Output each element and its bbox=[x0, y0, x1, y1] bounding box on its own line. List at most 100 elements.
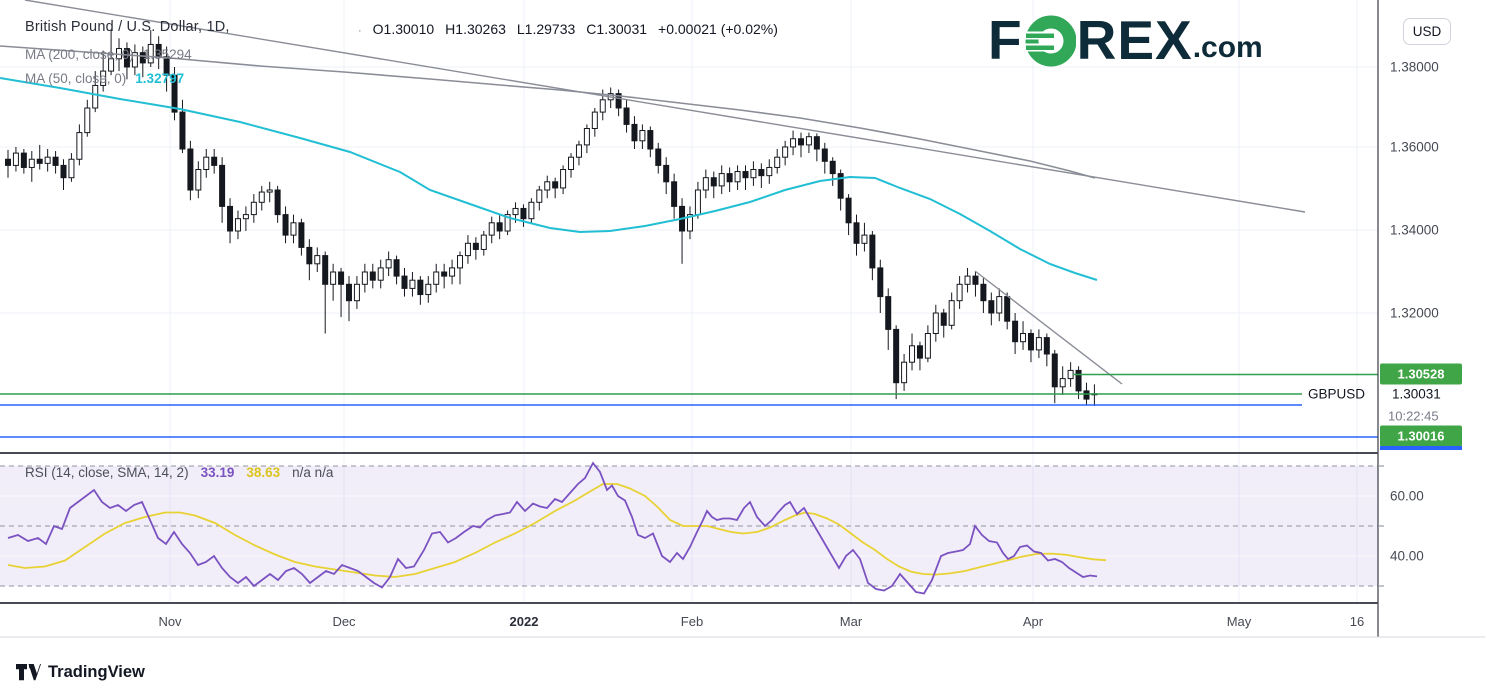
rsi-na-values: n/a n/a bbox=[292, 465, 334, 480]
candle-body bbox=[560, 169, 567, 189]
time-axis-label: Nov bbox=[158, 614, 182, 629]
price-axis-tick: 1.36000 bbox=[1390, 139, 1439, 155]
candle-body bbox=[702, 177, 709, 191]
tradingview-glyph-icon bbox=[16, 664, 41, 681]
rsi-value: 33.19 bbox=[200, 465, 235, 480]
candle-body bbox=[441, 271, 448, 277]
candle-body bbox=[496, 222, 503, 232]
candle-body bbox=[234, 218, 241, 232]
candle-body bbox=[211, 156, 218, 166]
trendline-short bbox=[974, 270, 1123, 385]
tradingview-logo[interactable]: TradingView bbox=[16, 663, 145, 682]
candle-body bbox=[758, 169, 765, 177]
ma50-label: MA (50, close, 0) bbox=[25, 71, 127, 86]
candle-body bbox=[972, 275, 979, 285]
candle-body bbox=[782, 146, 789, 158]
candle-body bbox=[433, 271, 440, 285]
candle-body bbox=[68, 158, 75, 179]
candle-body bbox=[940, 312, 947, 326]
candle-body bbox=[147, 43, 154, 64]
symbol-title[interactable]: British Pound / U.S. Dollar, 1D, bbox=[25, 19, 230, 35]
rsi-line bbox=[7, 461, 1098, 595]
candle-body bbox=[60, 164, 67, 179]
candle-body bbox=[1083, 390, 1090, 400]
candle-body bbox=[179, 111, 186, 150]
ma200-legend-row[interactable]: MA (200, close, 0) 1.35294 bbox=[25, 47, 192, 62]
candle-body bbox=[988, 300, 995, 314]
candle-body bbox=[187, 148, 194, 191]
candle-body bbox=[647, 130, 654, 150]
candle-body bbox=[932, 312, 939, 334]
candle-body bbox=[401, 275, 408, 289]
rsi-axis-tick-label: 60.00 bbox=[1390, 488, 1424, 504]
candle-body bbox=[171, 74, 178, 113]
candle-body bbox=[100, 70, 107, 86]
candle-body bbox=[528, 201, 535, 220]
candle-body bbox=[615, 93, 622, 109]
candle-body bbox=[956, 283, 963, 302]
candle-body bbox=[742, 171, 749, 179]
rsi-label: RSI (14, close, SMA, 14, 2) bbox=[25, 465, 189, 480]
candle-body bbox=[298, 222, 305, 248]
rsi-legend-row[interactable]: RSI (14, close, SMA, 14, 2) 33.19 38.63 … bbox=[25, 465, 333, 480]
price-axis-tick: 1.32000 bbox=[1390, 305, 1439, 321]
ma50-value: 1.32797 bbox=[135, 71, 185, 86]
candle-body bbox=[916, 345, 923, 359]
candle-body bbox=[583, 128, 590, 146]
price-axis-tick: 1.38000 bbox=[1390, 59, 1439, 75]
ma50-legend-row[interactable]: MA (50, close, 0) 1.32797 bbox=[25, 71, 184, 86]
candle-body bbox=[766, 166, 773, 177]
ma200-line bbox=[0, 45, 1096, 179]
time-axis-label: May bbox=[1226, 614, 1252, 629]
candle-body bbox=[409, 279, 416, 289]
candle-body bbox=[726, 173, 733, 183]
candle-body bbox=[734, 171, 741, 183]
candle-body bbox=[948, 300, 955, 326]
tradingview-wordmark: TradingView bbox=[48, 663, 145, 681]
candle-body bbox=[417, 279, 424, 296]
candle-body bbox=[131, 52, 138, 68]
candle-body bbox=[671, 181, 678, 207]
candle-body bbox=[623, 107, 630, 125]
rsi-axis-tick-label: 40.00 bbox=[1390, 548, 1424, 564]
candle-body bbox=[195, 169, 202, 191]
candle-body bbox=[568, 156, 575, 170]
candle-body bbox=[227, 205, 234, 232]
candle-body bbox=[480, 234, 487, 250]
candle-body bbox=[28, 158, 35, 168]
candle-body bbox=[1067, 369, 1074, 380]
candle-body bbox=[242, 214, 249, 220]
candle-body bbox=[544, 181, 551, 191]
candle-body bbox=[599, 99, 606, 113]
rsi-sma-line bbox=[7, 483, 1107, 578]
currency-toggle-badge[interactable]: USD bbox=[1403, 18, 1451, 45]
candle-body bbox=[163, 56, 170, 76]
candle-body bbox=[92, 84, 99, 109]
candle-body bbox=[219, 164, 226, 207]
candle-body bbox=[829, 160, 836, 175]
candle-body bbox=[250, 201, 257, 216]
ohlc-change: +0.00021 (+0.02%) bbox=[658, 21, 778, 37]
candle-body bbox=[282, 214, 289, 236]
candle-body bbox=[457, 255, 464, 269]
candle-body bbox=[1035, 337, 1042, 351]
candle-body bbox=[980, 283, 987, 302]
candle-body bbox=[139, 52, 146, 64]
candle-body bbox=[266, 189, 273, 193]
candle-body bbox=[1051, 353, 1058, 388]
candle-body bbox=[20, 152, 27, 168]
candle-body bbox=[790, 138, 797, 148]
candle-body bbox=[821, 148, 828, 162]
candle-body bbox=[575, 144, 582, 158]
candle-body bbox=[798, 138, 804, 146]
price-level-badge-lower: 1.30016 bbox=[1380, 425, 1462, 447]
rsi-sma-value: 38.63 bbox=[246, 465, 281, 480]
candle-body bbox=[369, 271, 376, 281]
candle-body bbox=[488, 222, 495, 236]
ohlc-close: C1.30031 bbox=[586, 21, 648, 37]
candle-body bbox=[108, 58, 115, 72]
symbol-marker-price: 1.30031 bbox=[1392, 386, 1441, 402]
candle-body bbox=[1059, 378, 1066, 388]
